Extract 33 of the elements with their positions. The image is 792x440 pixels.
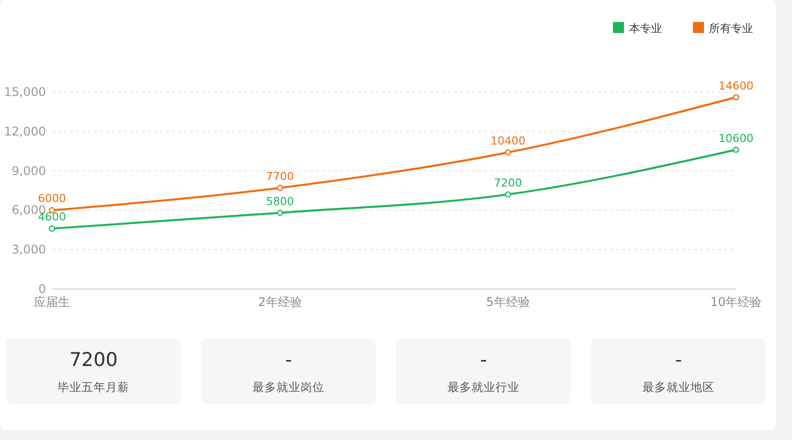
y-tick-label: 9,000 [12, 164, 46, 178]
point [48, 225, 56, 232]
data-label: 6000 [38, 192, 66, 206]
x-tick-label: 应届生 [34, 295, 70, 309]
data-label: 10600 [718, 132, 754, 145]
y-tick-label: 3,000 [12, 242, 46, 257]
point [276, 184, 284, 191]
data-label: 10400 [490, 134, 526, 148]
text: - [285, 349, 292, 371]
text: 毕业五年月薪 [58, 380, 130, 394]
text: 最多就业行业 [448, 380, 520, 394]
data-label: 7700 [266, 170, 294, 183]
point [732, 94, 740, 100]
data-label: 14600 [718, 79, 754, 92]
point [504, 149, 512, 156]
data-label: 7200 [494, 176, 522, 190]
x-tick-label: 2年经验 [258, 295, 302, 309]
point [276, 210, 284, 216]
y-tick-label: 0 [38, 282, 46, 296]
legend-label: 本专业 [629, 22, 662, 35]
x-tick-label: 10年经验 [710, 295, 762, 309]
point [732, 146, 740, 153]
legend-label: 所有专业 [709, 22, 753, 35]
point [504, 191, 512, 198]
text: 最多就业岗位 [252, 380, 324, 394]
y-tick-label: 12,000 [4, 124, 46, 138]
x-tick-label: 5年经验 [486, 295, 530, 309]
y-tick-label: 15,000 [4, 85, 46, 99]
text: - [480, 349, 487, 371]
text: 7200 [69, 349, 118, 371]
text: - [675, 349, 682, 371]
data-label: 5800 [266, 194, 294, 208]
text: 最多就业地区 [642, 380, 714, 394]
